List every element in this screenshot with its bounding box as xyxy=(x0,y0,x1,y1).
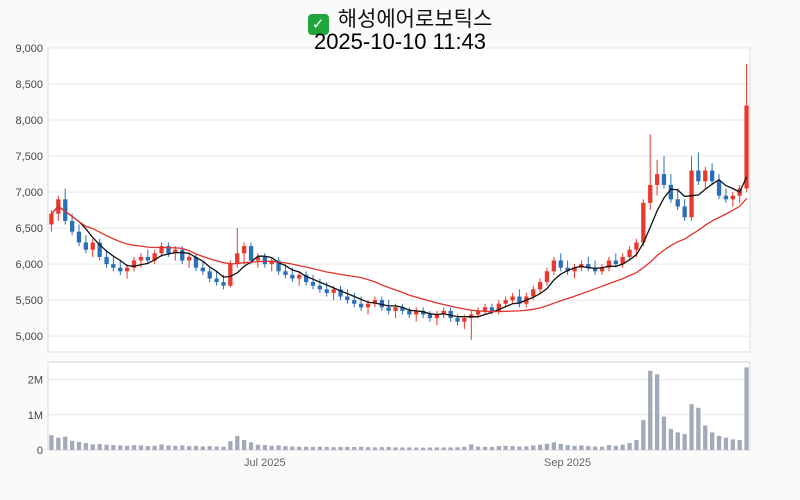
svg-text:9,000: 9,000 xyxy=(15,43,43,55)
svg-text:6,000: 6,000 xyxy=(15,259,43,271)
svg-text:7,000: 7,000 xyxy=(15,187,43,199)
svg-text:0: 0 xyxy=(37,445,43,457)
candlesticks xyxy=(49,63,749,340)
svg-text:8,500: 8,500 xyxy=(15,79,43,91)
svg-text:2M: 2M xyxy=(28,375,43,387)
x-axis-labels: Jul 2025 Sep 2025 xyxy=(244,457,591,469)
svg-text:6,500: 6,500 xyxy=(15,223,43,235)
svg-text:Sep 2025: Sep 2025 xyxy=(544,457,591,469)
svg-text:5,500: 5,500 xyxy=(15,295,43,307)
price-pane xyxy=(47,47,751,353)
volume-bars xyxy=(49,367,749,450)
svg-text:5,000: 5,000 xyxy=(15,331,43,343)
svg-text:8,000: 8,000 xyxy=(15,115,43,127)
volume-pane xyxy=(47,361,751,451)
price-gridlines xyxy=(48,47,750,337)
ma-fast-line xyxy=(50,176,748,318)
ma-slow-line xyxy=(50,198,748,313)
price-axis-labels: 9,000 8,500 8,000 7,500 7,000 6,500 6,000 5,500… xyxy=(15,43,43,343)
svg-text:Jul 2025: Jul 2025 xyxy=(244,457,286,469)
svg-text:1M: 1M xyxy=(28,410,43,422)
svg-text:7,500: 7,500 xyxy=(15,151,43,163)
volume-axis-labels: 2M 1M 0 xyxy=(28,375,750,457)
